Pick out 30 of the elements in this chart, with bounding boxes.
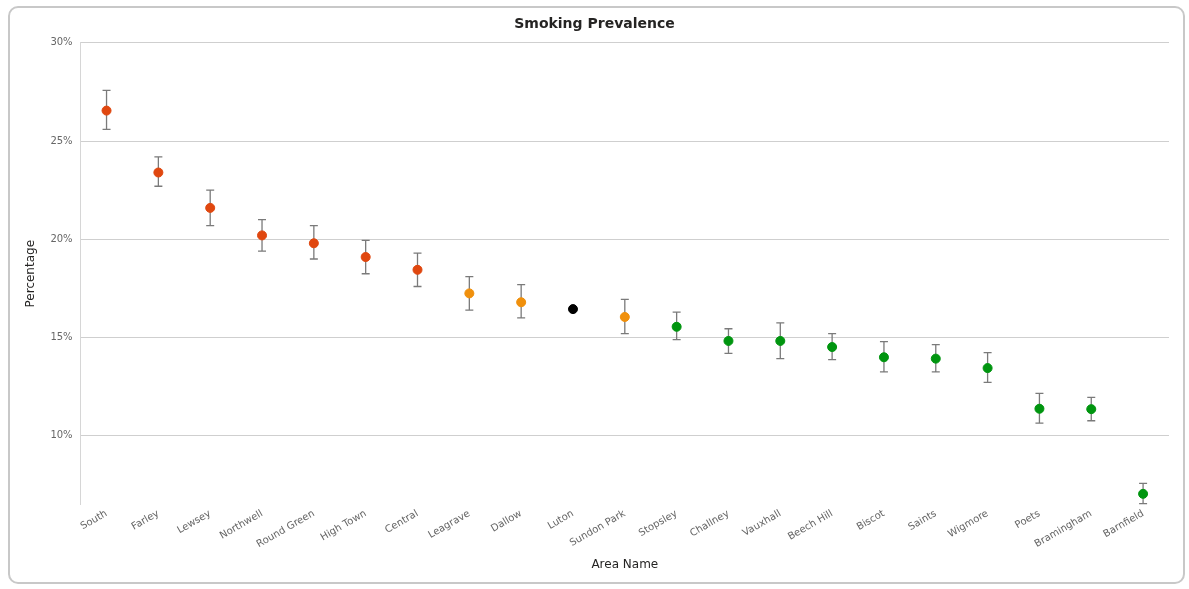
point <box>878 352 889 363</box>
point <box>775 335 786 346</box>
chart-title: Smoking Prevalence <box>514 15 675 32</box>
y-tick-label: 20% <box>50 232 73 244</box>
x-tick-label: High Town <box>318 507 368 543</box>
point <box>308 238 319 249</box>
y-tick-label: 10% <box>50 429 73 441</box>
point <box>516 297 527 308</box>
point <box>1086 404 1097 415</box>
point <box>982 363 993 374</box>
point <box>257 230 268 241</box>
point <box>205 202 216 213</box>
point <box>412 264 423 275</box>
y-tick-label: 15% <box>50 331 73 343</box>
point <box>619 311 630 322</box>
x-axis-title: Area Name <box>591 556 659 571</box>
y-tick-label: 25% <box>50 134 73 146</box>
point <box>1138 488 1149 499</box>
y-axis-title: Percentage <box>23 239 38 308</box>
point <box>671 321 682 332</box>
point <box>567 304 578 315</box>
point <box>360 252 371 263</box>
point <box>827 342 838 353</box>
y-tick-label: 30% <box>50 36 73 48</box>
point <box>464 288 475 299</box>
point <box>723 335 734 346</box>
point <box>930 353 941 364</box>
point <box>153 167 164 178</box>
point <box>101 105 112 116</box>
point <box>1034 403 1045 414</box>
